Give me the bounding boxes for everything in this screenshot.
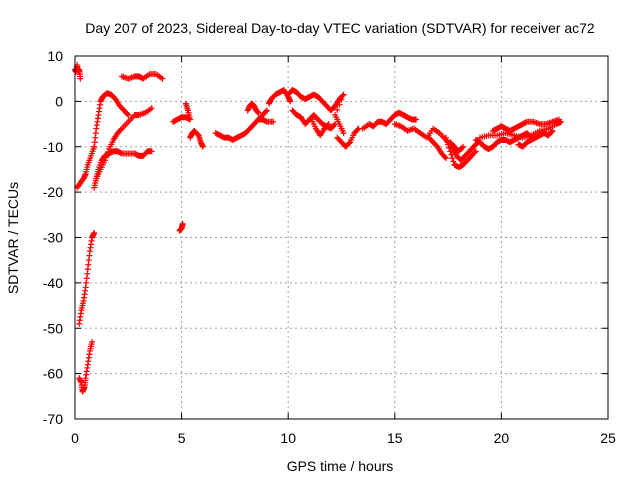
data-point <box>287 98 294 105</box>
data-point <box>117 126 124 133</box>
data-point <box>458 144 465 151</box>
data-point <box>91 229 98 236</box>
data-point <box>77 75 84 82</box>
x-axis-ticks: 0 5 10 15 20 25 <box>71 56 616 446</box>
data-point <box>262 108 269 115</box>
data-point <box>182 100 189 107</box>
data-point <box>148 148 155 155</box>
y-tick-label: -50 <box>43 320 63 336</box>
data-point <box>124 110 131 117</box>
data-point <box>354 126 361 133</box>
data-point <box>444 138 451 145</box>
y-axis-label: SDTVAR / TECUs <box>5 182 21 294</box>
y-tick-label: -10 <box>43 139 63 155</box>
data-point <box>441 153 448 160</box>
y-tick-label: -40 <box>43 275 63 291</box>
grid-lines <box>75 56 608 419</box>
chart-title: Day 207 of 2023, Sidereal Day-to-day VTE… <box>85 20 595 36</box>
data-point <box>446 144 453 151</box>
data-point <box>340 130 347 137</box>
data-point <box>450 158 457 165</box>
y-tick-label: -20 <box>43 184 63 200</box>
data-point <box>103 151 110 158</box>
data-point <box>101 157 108 164</box>
data-point <box>339 92 346 99</box>
data-point <box>325 121 332 128</box>
x-tick-label: 0 <box>71 430 79 446</box>
data-marks <box>72 62 565 395</box>
x-axis-label: GPS time / hours <box>287 458 394 474</box>
x-tick-label: 10 <box>280 430 296 446</box>
data-point <box>332 121 339 128</box>
data-point <box>338 96 345 103</box>
data-point <box>345 140 352 147</box>
y-tick-label: 0 <box>55 93 63 109</box>
data-point <box>558 118 565 125</box>
data-point <box>148 105 155 112</box>
data-point <box>472 148 479 155</box>
data-point <box>105 148 112 155</box>
y-tick-label: 10 <box>47 48 63 64</box>
data-point <box>413 116 420 123</box>
x-tick-label: 5 <box>178 430 186 446</box>
y-tick-label: -30 <box>43 230 63 246</box>
data-point <box>447 148 454 155</box>
data-point <box>448 151 455 158</box>
x-tick-label: 25 <box>600 430 616 446</box>
data-point <box>331 122 338 129</box>
y-axis-ticks: 10 0 -10 -20 -30 -40 -50 -60 -70 <box>43 48 608 427</box>
data-point <box>336 101 343 108</box>
data-point <box>460 143 467 150</box>
data-point <box>449 155 456 162</box>
data-point <box>442 155 449 162</box>
data-point <box>179 220 186 227</box>
data-point <box>471 149 478 156</box>
data-point <box>255 109 262 116</box>
data-point <box>548 129 555 136</box>
x-tick-label: 20 <box>494 430 510 446</box>
data-point <box>125 111 132 118</box>
data-point <box>102 154 109 161</box>
y-tick-label: -70 <box>43 411 63 427</box>
x-tick-label: 15 <box>387 430 403 446</box>
data-point <box>89 338 96 345</box>
y-tick-label: -60 <box>43 366 63 382</box>
data-point <box>549 127 556 134</box>
data-point <box>340 91 347 98</box>
data-point <box>270 118 277 125</box>
data-point <box>442 134 449 141</box>
data-point <box>199 143 206 150</box>
data-point <box>159 75 166 82</box>
data-point <box>263 107 270 114</box>
data-point <box>324 122 331 129</box>
data-point <box>334 106 341 113</box>
